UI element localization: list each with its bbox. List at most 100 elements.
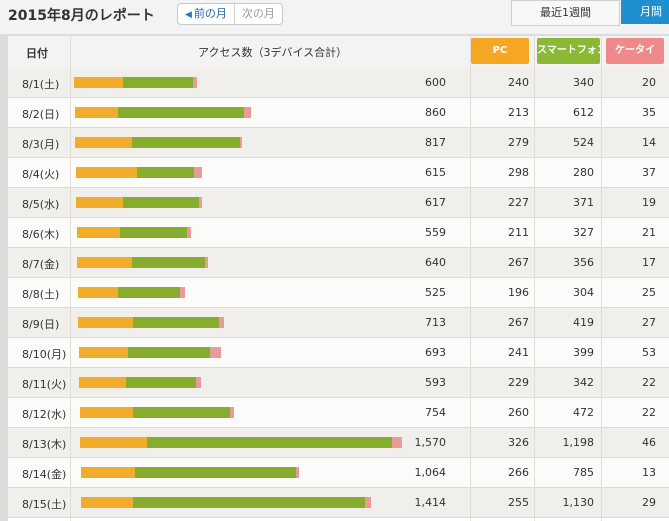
row-date: 8/8(土) (22, 288, 60, 301)
total-access-value: 617 (425, 196, 446, 209)
total-access-value: 600 (425, 76, 446, 89)
total-access-value: 640 (425, 256, 446, 269)
access-stacked-bar (75, 167, 202, 178)
smartphone-segment (132, 137, 240, 148)
access-stacked-bar (74, 107, 251, 118)
keitai-segment (196, 377, 201, 388)
total-access-value: 754 (425, 406, 446, 419)
access-stacked-bar (79, 407, 235, 418)
prev-month-link[interactable]: ◀ 前の月 (178, 4, 235, 24)
row-date: 8/1(土) (22, 78, 60, 91)
keitai-segment (209, 347, 221, 358)
keitai-segment (192, 77, 197, 88)
smartphone-access-value: 327 (573, 226, 594, 239)
table-row: 8/5(水) 617 227 371 19 (8, 188, 669, 218)
pc-access-value: 241 (508, 346, 529, 359)
keitai-segment (392, 437, 402, 448)
keitai-access-value: 19 (642, 196, 656, 209)
table-row: 8/4(火) 615 298 280 37 (8, 158, 669, 188)
total-access-value: 1,064 (414, 466, 447, 479)
smartphone-segment (133, 497, 365, 508)
pc-access-value: 267 (508, 256, 529, 269)
row-date: 8/10(月) (22, 348, 67, 361)
table-row: 8/6(木) 559 211 327 21 (8, 218, 669, 248)
pc-access-value: 267 (508, 316, 529, 329)
keitai-access-value: 22 (642, 376, 656, 389)
pc-segment (77, 257, 132, 268)
pc-access-value: 211 (508, 226, 529, 239)
keitai-segment (243, 107, 251, 118)
row-separator (8, 337, 669, 338)
total-access-value: 525 (425, 286, 446, 299)
table-row: 8/7(金) 640 267 356 17 (8, 248, 669, 278)
keitai-access-value: 21 (642, 226, 656, 239)
row-separator (8, 187, 669, 188)
table-row: 8/2(日) 860 213 612 35 (8, 98, 669, 128)
access-stacked-bar (80, 437, 402, 448)
column-divider (534, 36, 535, 521)
smartphone-segment (122, 197, 199, 208)
keitai-access-value: 37 (642, 166, 656, 179)
row-separator (8, 127, 669, 128)
smartphone-access-value: 419 (573, 316, 594, 329)
total-access-value: 713 (425, 316, 446, 329)
smartphone-access-value: 356 (573, 256, 594, 269)
access-stacked-bar (81, 497, 371, 508)
smartphone-segment (125, 377, 197, 388)
pc-segment (75, 137, 133, 148)
table-row: 8/15(土) 1,414 255 1,130 29 (8, 488, 669, 518)
smartphone-segment (132, 317, 219, 328)
report-header: 2015年8月のレポート ◀ 前の月 次の月 最近1週間 月間 (0, 0, 669, 34)
smartphone-segment (146, 437, 393, 448)
page-title: 2015年8月のレポート (8, 8, 155, 24)
keitai-segment (198, 197, 203, 208)
table-row: 8/14(金) 1,064 266 785 13 (8, 458, 669, 488)
total-access-value: 593 (425, 376, 446, 389)
row-separator (8, 397, 669, 398)
pc-access-value: 279 (508, 136, 529, 149)
row-date: 8/9(日) (22, 318, 60, 331)
smartphone-access-value: 472 (573, 406, 594, 419)
pc-segment (79, 407, 133, 418)
next-month-link[interactable]: 次の月 (241, 7, 275, 20)
pc-segment (74, 107, 119, 118)
pc-segment (75, 167, 137, 178)
access-column-header: アクセス数（3デバイス合計） (198, 46, 348, 59)
smartphone-access-value: 785 (573, 466, 594, 479)
table-row: 8/3(月) 817 279 524 14 (8, 128, 669, 158)
keitai-access-value: 14 (642, 136, 656, 149)
table-row: 8/1(土) 600 240 340 20 (8, 68, 669, 98)
smartphone-legend-badge: スマートフォン (537, 38, 600, 64)
row-separator (8, 97, 669, 98)
total-access-value: 615 (425, 166, 446, 179)
smartphone-access-value: 371 (573, 196, 594, 209)
keitai-segment (239, 137, 243, 148)
smartphone-segment (118, 107, 244, 118)
total-access-value: 1,414 (414, 496, 447, 509)
smartphone-segment (117, 287, 180, 298)
column-divider (470, 36, 471, 521)
table-row: 8/10(月) 693 241 399 53 (8, 338, 669, 368)
access-stacked-bar (77, 287, 186, 298)
date-column-header: 日付 (26, 47, 48, 60)
keitai-access-value: 27 (642, 316, 656, 329)
table-row: 8/11(火) 593 229 342 22 (8, 368, 669, 398)
keitai-segment (295, 467, 299, 478)
row-date: 8/7(金) (22, 258, 60, 271)
pc-access-value: 240 (508, 76, 529, 89)
total-access-value: 693 (425, 346, 446, 359)
keitai-access-value: 20 (642, 76, 656, 89)
pc-segment (80, 467, 136, 478)
row-separator (8, 487, 669, 488)
access-stacked-bar (78, 317, 225, 328)
access-stacked-bar (79, 377, 201, 388)
row-separator (8, 307, 669, 308)
row-separator (8, 157, 669, 158)
access-stacked-bar (80, 467, 299, 478)
pc-access-value: 213 (508, 106, 529, 119)
pc-segment (78, 347, 128, 358)
tab-monthly[interactable]: 月間 (621, 0, 669, 24)
smartphone-access-value: 342 (573, 376, 594, 389)
tab-recent-week[interactable]: 最近1週間 (511, 0, 620, 26)
row-date: 8/2(日) (22, 108, 60, 121)
